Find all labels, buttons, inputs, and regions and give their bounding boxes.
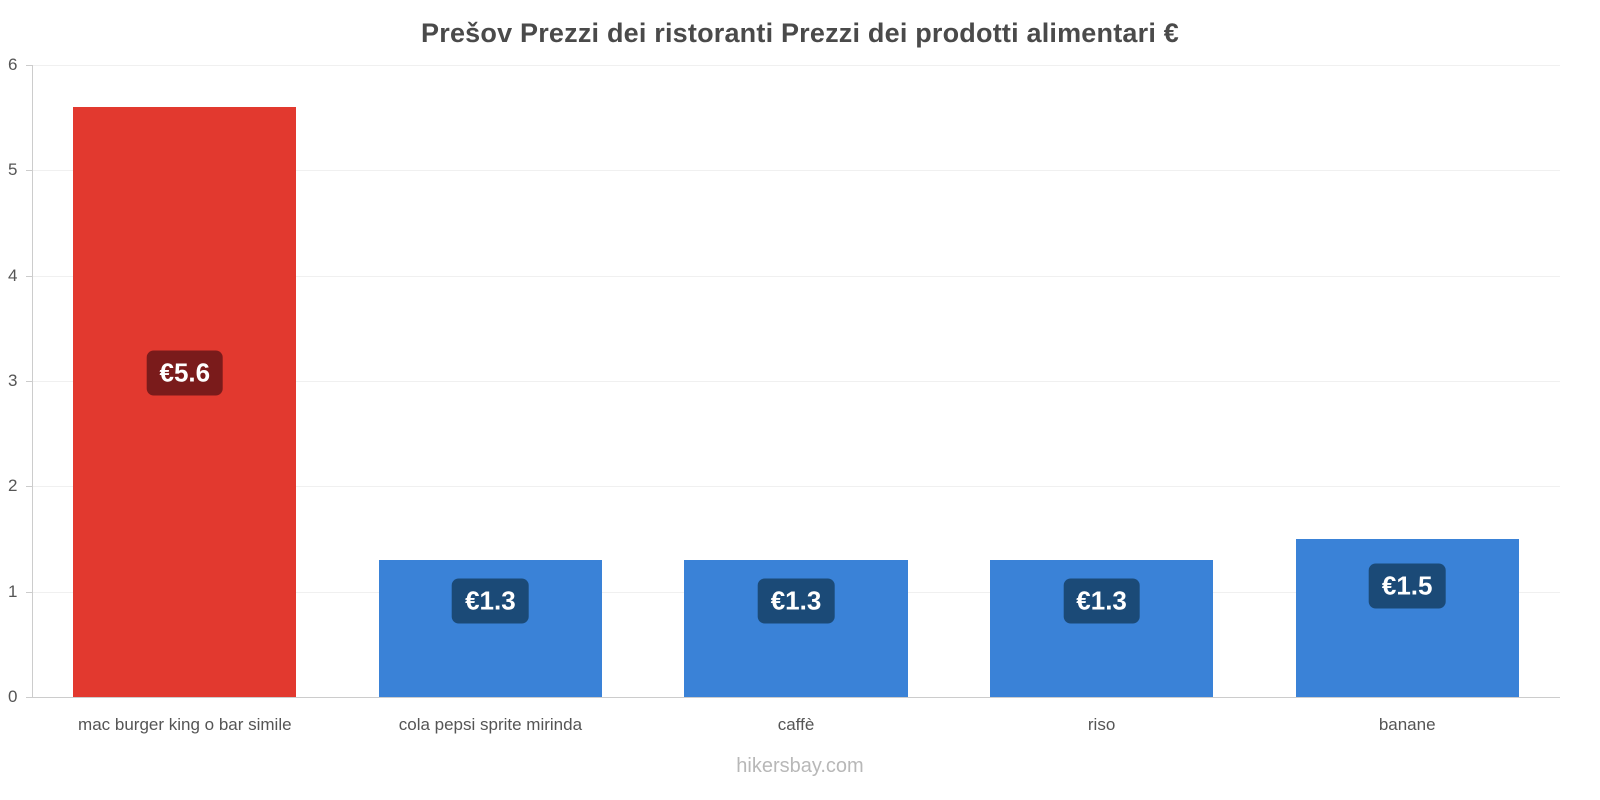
y-axis-line — [32, 65, 33, 697]
bar-value-badge: €1.3 — [757, 578, 835, 624]
gridline — [32, 381, 1560, 382]
x-axis-category-label: cola pepsi sprite mirinda — [398, 715, 583, 734]
y-axis-tick-label: 4 — [8, 265, 18, 285]
y-axis-tick-label: 5 — [8, 160, 18, 180]
y-axis-tick-label: 6 — [8, 55, 18, 74]
gridline — [32, 65, 1560, 66]
x-axis-line — [32, 697, 1560, 698]
y-axis-tick-label: 3 — [8, 371, 18, 390]
gridline — [32, 486, 1560, 488]
chart-title: Prešov Prezzi dei ristoranti Prezzi dei … — [421, 18, 1179, 48]
y-axis-tick-label: 2 — [8, 476, 18, 496]
y-axis-tick — [26, 697, 32, 698]
bar — [73, 107, 297, 697]
gridline — [32, 170, 1560, 172]
y-axis-tick — [26, 170, 32, 172]
y-axis-tick — [26, 591, 32, 593]
y-axis-tick — [26, 381, 32, 382]
bar-value-badge: €1.3 — [452, 578, 529, 624]
bar-value-badge: €1.3 — [1063, 578, 1140, 624]
y-axis-tick-label: 1 — [8, 581, 18, 601]
x-axis-category-label: banane — [1378, 715, 1436, 734]
y-axis-tick — [26, 275, 32, 277]
footer-watermark: hikersbay.com — [736, 755, 864, 777]
bar — [1295, 539, 1519, 697]
x-axis-category-label: mac burger king o bar simile — [78, 715, 292, 734]
bar-value-badge: €5.6 — [146, 350, 224, 396]
y-axis-tick — [26, 486, 32, 488]
y-axis-tick-label: 0 — [8, 687, 18, 706]
x-axis-category-label: riso — [1087, 715, 1116, 734]
bar-value-badge: €1.5 — [1368, 563, 1446, 609]
x-axis-category-label: caffè — [777, 715, 815, 734]
y-axis-tick — [26, 65, 32, 66]
gridline — [32, 275, 1560, 277]
